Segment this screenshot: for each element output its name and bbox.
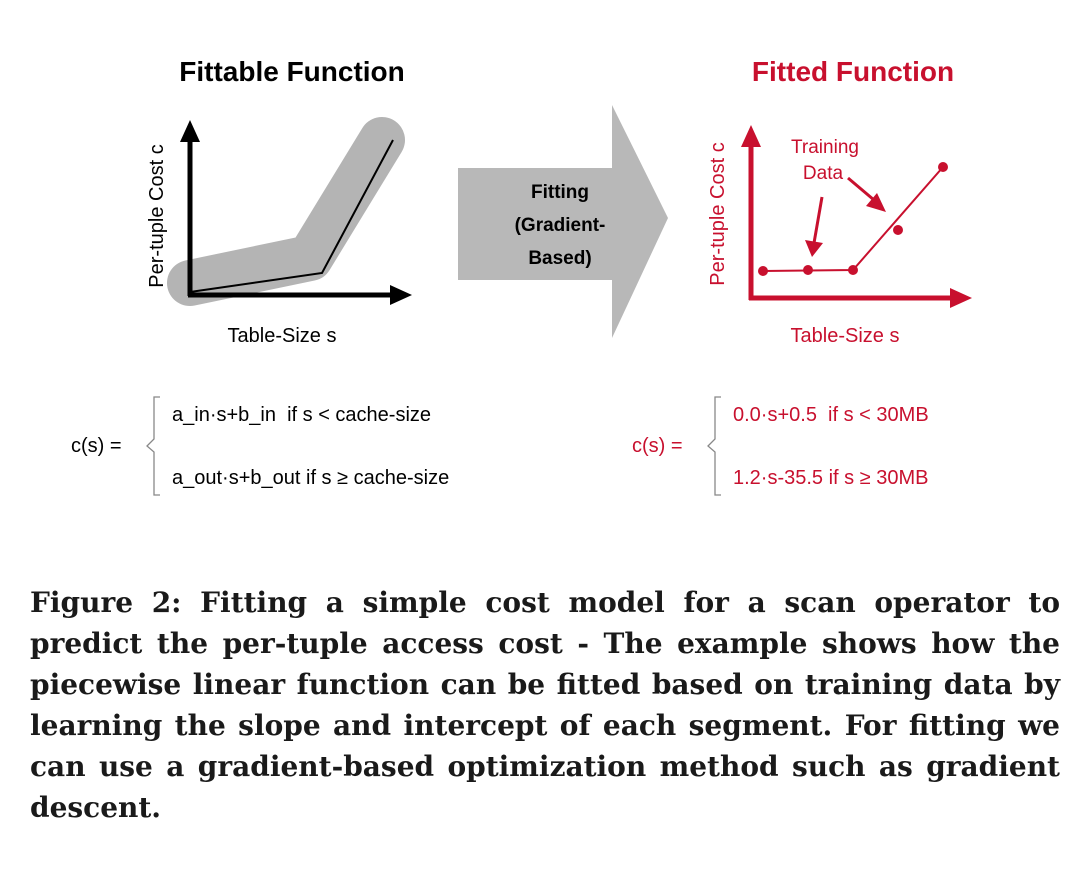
training-data-label-line2: Data	[803, 163, 844, 184]
left-panel-title: Fittable Function	[179, 56, 405, 87]
right-formula-case1: 0.0·s+0.5 if s < 30MB	[733, 404, 929, 426]
fittable-curve	[189, 139, 394, 293]
fitting-label-line1: Fitting	[531, 182, 589, 203]
right-panel-title: Fitted Function	[752, 56, 954, 87]
figure-caption: Figure 2: Fitting a simple cost model fo…	[30, 586, 1060, 824]
training-point	[893, 225, 903, 235]
fitting-label-line3: Based)	[528, 248, 591, 269]
fitting-label-line2: (Gradient-	[515, 215, 606, 236]
right-formula-brace	[707, 396, 721, 496]
annotation-arrow-right	[847, 176, 875, 202]
training-point	[938, 162, 948, 172]
left-y-label: Per-tuple Cost c	[146, 144, 168, 287]
fittable-band-base	[188, 260, 248, 292]
figure-canvas: Fittable Function Per-tuple Cost c Table…	[71, 56, 972, 496]
training-point	[848, 265, 858, 275]
right-y-arrowhead	[741, 125, 761, 147]
figure: Fittable Function Per-tuple Cost c Table…	[71, 56, 972, 496]
training-point	[758, 266, 768, 276]
left-formula-brace	[146, 396, 160, 496]
right-y-label: Per-tuple Cost c	[707, 142, 729, 285]
right-formula-case2: 1.2·s-35.5 if s ≥ 30MB	[733, 467, 929, 489]
annotation-arrowhead-right	[866, 193, 886, 212]
training-data-label-line1: Training	[791, 137, 859, 158]
left-x-label: Table-Size s	[228, 325, 337, 347]
fitting-arrow	[458, 105, 668, 338]
right-x-arrowhead	[950, 288, 972, 308]
right-x-label: Table-Size s	[791, 325, 900, 347]
left-formula-case2: a_out·s+b_out if s ≥ cache-size	[172, 467, 449, 489]
left-y-arrowhead	[180, 120, 200, 142]
left-formula-lhs: c(s) =	[71, 435, 122, 457]
left-formula-case1: a_in·s+b_in if s < cache-size	[172, 404, 431, 426]
training-point	[803, 265, 813, 275]
right-formula-lhs: c(s) =	[632, 435, 683, 457]
left-x-arrowhead	[390, 285, 412, 305]
annotation-arrowhead-down	[805, 240, 823, 257]
annotation-arrow-down	[812, 196, 824, 244]
